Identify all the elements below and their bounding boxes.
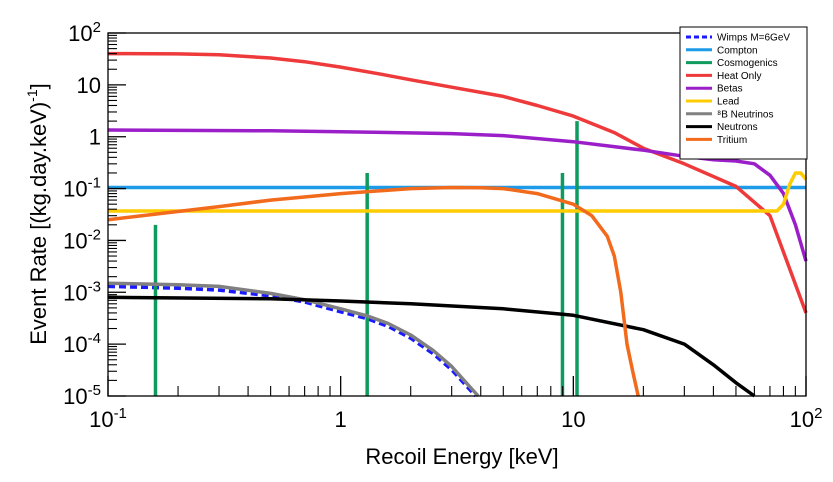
x-tick-label-0: 10-1	[89, 405, 127, 432]
legend-label-7: Neutrons	[717, 122, 758, 133]
axis-ticks	[107, 32, 807, 397]
heat-only-curve	[107, 51, 808, 314]
legend-label-4: Betas	[717, 84, 743, 95]
plot-frame	[107, 32, 807, 397]
y-tick-label-4: 10-2	[63, 226, 101, 253]
x-axis-title: Recoil Energy [keV]	[365, 444, 558, 469]
y-tick-label-0: 102	[68, 19, 101, 46]
y-tick-label-6: 10-4	[63, 330, 101, 357]
legend-label-6: ⁸B Neutrinos	[717, 109, 773, 120]
legend-label-3: Heat Only	[717, 71, 761, 82]
x-tick-label-1: 1	[335, 407, 347, 432]
legend-label-8: Tritium	[717, 135, 747, 146]
legend-label-1: Compton	[717, 45, 758, 56]
legend-label-2: Cosmogenics	[717, 58, 778, 69]
lead-curve	[108, 171, 808, 213]
y-axis-title-superscript: -1	[24, 89, 40, 102]
axis-tick-labels: 10-1 1 10 102 102 10 1 10-1 10-2 10-3 10-4 10-5	[63, 19, 822, 432]
y-tick-label-2: 1	[89, 125, 101, 150]
x-tick-label-2: 10	[561, 407, 585, 432]
neutrons-curve	[107, 295, 756, 398]
y-tick-label-5: 10-3	[63, 278, 101, 305]
y-tick-label-3: 10-1	[63, 175, 101, 202]
y-tick-label-7: 10-5	[63, 382, 101, 409]
legend-label-5: Lead	[717, 97, 739, 108]
y-axis-title: Event Rate [(kg.day.keV)-1]	[24, 83, 51, 345]
x-tick-label-3: 102	[790, 405, 823, 432]
wimps-m-6gev-curve	[107, 284, 477, 398]
y-tick-label-1: 10	[77, 73, 101, 98]
legend-label-0: Wimps M=6GeV	[717, 33, 790, 44]
y-axis-title-close: ]	[26, 83, 51, 89]
b-neutrinos-curve	[107, 281, 480, 398]
tritium-curve	[107, 185, 640, 397]
